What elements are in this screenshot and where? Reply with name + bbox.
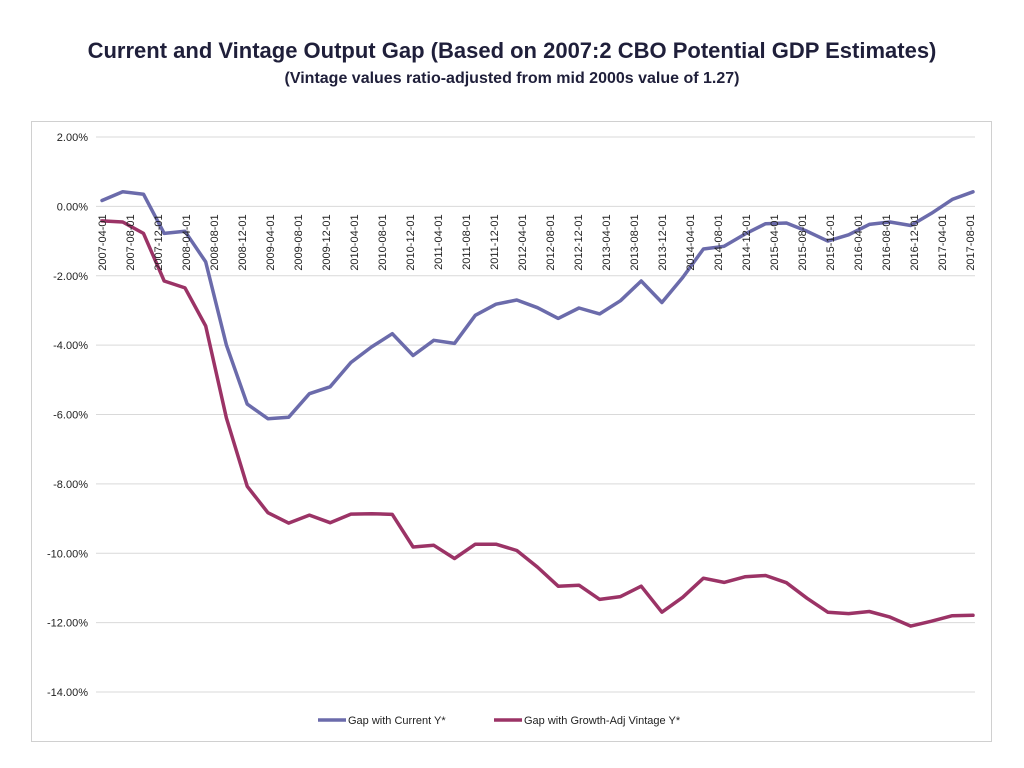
x-tick-label: 2016-04-01 [853, 214, 865, 270]
legend-label: Gap with Growth-Adj Vintage Y* [524, 715, 681, 727]
x-tick-label: 2016-08-01 [881, 214, 893, 270]
legend-label: Gap with Current Y* [348, 715, 446, 727]
x-tick-label: 2015-04-01 [769, 214, 781, 270]
x-tick-label: 2012-12-01 [573, 214, 585, 270]
x-tick-label: 2014-08-01 [713, 214, 725, 270]
x-tick-label: 2017-04-01 [937, 214, 949, 270]
gridlines [96, 136, 975, 693]
chart-title: Current and Vintage Output Gap (Based on… [87, 38, 937, 63]
x-tick-label: 2017-08-01 [965, 214, 977, 270]
series-lines [100, 190, 975, 628]
x-tick-label: 2013-08-01 [629, 214, 641, 270]
x-axis-ticks: 2007-04-01 2007-08-01 2007-12-01 2008-04-01… [97, 214, 977, 270]
x-tick-label: 2013-04-01 [601, 214, 613, 270]
y-tick-label: 2.00% [57, 132, 88, 144]
x-tick-label: 2012-04-01 [517, 214, 529, 270]
y-tick-label: -6.00% [53, 410, 88, 422]
y-tick-label: -2.00% [53, 271, 88, 283]
x-tick-label: 2011-08-01 [461, 214, 473, 269]
y-axis-ticks: 2.00% 0.00% -2.00% -4.00% -6.00% -8.00% -10.00… [47, 132, 88, 699]
x-tick-label: 2015-08-01 [797, 214, 809, 270]
x-tick-label: 2008-04-01 [181, 214, 193, 270]
x-tick-label: 2016-12-01 [909, 214, 921, 270]
y-tick-label: -12.00% [47, 618, 88, 630]
x-tick-label: 2010-08-01 [377, 214, 389, 270]
x-tick-label: 2011-12-01 [489, 214, 501, 269]
x-tick-label: 2008-12-01 [237, 214, 249, 270]
chart-frame [31, 121, 992, 742]
y-tick-label: 0.00% [57, 201, 88, 213]
x-tick-label: 2009-04-01 [265, 214, 277, 270]
y-tick-label: -8.00% [53, 479, 88, 491]
x-tick-label: 2007-12-01 [153, 214, 165, 270]
y-tick-label: -14.00% [47, 687, 88, 699]
chart-subtitle: (Vintage values ratio-adjusted from mid … [284, 70, 740, 87]
x-tick-label: 2014-04-01 [685, 214, 697, 270]
x-tick-label: 2012-08-01 [545, 214, 557, 270]
series-line-2 [100, 219, 975, 628]
x-tick-label: 2007-04-01 [97, 214, 109, 270]
x-tick-label: 2008-08-01 [209, 214, 221, 270]
x-tick-label: 2011-04-01 [433, 214, 445, 269]
x-tick-label: 2010-04-01 [349, 214, 361, 270]
y-tick-label: -4.00% [53, 340, 88, 352]
x-tick-label: 2007-08-01 [125, 214, 137, 270]
x-tick-label: 2013-12-01 [657, 214, 669, 270]
x-tick-label: 2014-12-01 [741, 214, 753, 270]
x-tick-label: 2009-08-01 [293, 214, 305, 270]
x-tick-label: 2010-12-01 [405, 214, 417, 270]
x-tick-label: 2009-12-01 [321, 214, 333, 270]
y-tick-label: -10.00% [47, 548, 88, 560]
series-line-1 [100, 190, 975, 421]
legend: Gap with Current Y* Gap with Growth-Adj V… [318, 715, 681, 727]
x-tick-label: 2015-12-01 [825, 214, 837, 270]
